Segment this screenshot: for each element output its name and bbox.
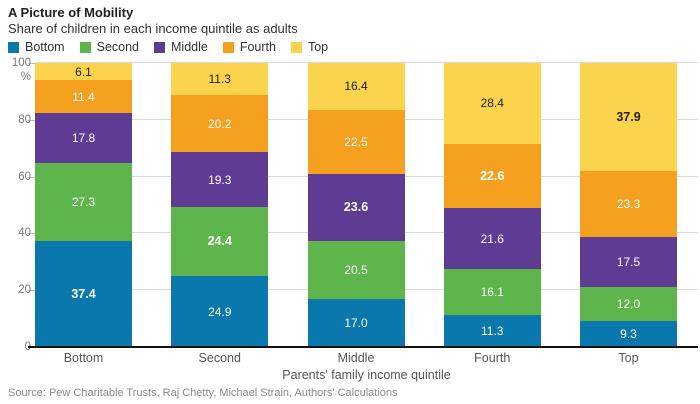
segment-value-label: 20.5 [344, 262, 368, 277]
bar-segment-fourth: 22.6 [443, 143, 541, 208]
bar-segment-second: 20.5 [307, 240, 405, 299]
segment-value-label: 20.2 [208, 116, 232, 131]
bar-segment-top: 11.3 [171, 62, 269, 95]
legend-swatch-top-icon [290, 41, 302, 53]
segment-value-label: 11.3 [208, 71, 231, 86]
segment-value-label: 23.3 [616, 196, 641, 211]
legend-item: Bottom [8, 40, 65, 54]
y-axis-tick [28, 233, 35, 235]
bar-segment-middle: 19.3 [171, 152, 269, 208]
bar-segment-fourth: 23.3 [580, 170, 677, 237]
legend-swatch-second-icon [79, 41, 91, 53]
bar-segment-second: 16.1 [443, 269, 541, 315]
bar-segment-top: 28.4 [443, 63, 541, 144]
y-axis-tick [28, 63, 35, 64]
segment-value-label: 12.0 [616, 296, 641, 311]
y-tick-label: 100 % [11, 57, 31, 83]
legend-swatch-bottom-icon [8, 41, 19, 53]
segment-value-label: 22.6 [480, 168, 505, 183]
y-axis-tick [28, 290, 35, 292]
bar-segment-bottom: 37.4 [35, 240, 132, 347]
bar-segment-top: 37.9 [580, 63, 677, 171]
legend-item: Top [290, 40, 329, 54]
bar-segment-bottom: 11.3 [443, 314, 541, 347]
bar-bottom: 37.4 27.3 17.8 11.4 6.1 [35, 63, 132, 347]
bar-segment-middle: 23.6 [307, 173, 405, 241]
bar-top: 9.3 12.0 17.5 23.3 37.9 [580, 63, 677, 347]
segment-value-label: 23.6 [343, 199, 369, 214]
bar-segment-middle: 21.6 [443, 207, 541, 270]
x-tick-label-middle: Middle [337, 351, 375, 365]
legend-item: Fourth [222, 40, 276, 54]
segment-value-label: 16.1 [480, 285, 504, 300]
bar-segment-top: 16.4 [307, 63, 405, 110]
y-axis-tick [28, 119, 35, 121]
bar-segment-fourth: 22.5 [307, 109, 405, 174]
segment-value-label: 9.3 [620, 326, 637, 341]
segment-value-label: 21.6 [480, 231, 504, 246]
segment-value-label: 16.4 [344, 79, 368, 94]
bar-segment-middle: 17.8 [35, 112, 132, 164]
bar-segment-middle: 17.5 [580, 236, 677, 287]
legend-label: Fourth [239, 40, 276, 54]
segment-value-label: 28.4 [480, 96, 504, 111]
bar-segment-second: 12.0 [580, 286, 677, 321]
segment-value-label: 11.4 [72, 89, 95, 104]
bar-segment-bottom: 9.3 [580, 320, 677, 347]
segment-value-label: 24.9 [208, 304, 232, 319]
y-tick-label: 80 [18, 113, 31, 126]
segment-value-label: 11.3 [481, 323, 504, 338]
x-axis-title: Parents' family income quintile [282, 368, 451, 382]
bar-segment-second: 24.4 [171, 207, 269, 277]
segment-value-label: 22.5 [344, 134, 368, 149]
segment-value-label: 27.3 [71, 195, 96, 210]
legend-label: Middle [171, 40, 208, 54]
bar-segment-bottom: 24.9 [171, 276, 269, 347]
legend: Bottom Second Middle Fourth Top [8, 40, 328, 54]
x-tick-label-second: Second [198, 351, 241, 365]
legend-swatch-fourth-icon [222, 41, 234, 53]
chart-subtitle: Share of children in each income quintil… [8, 21, 298, 36]
chart-title: A Picture of Mobility [8, 5, 134, 20]
gridline [35, 62, 698, 63]
segment-value-label: 17.5 [616, 254, 641, 269]
segment-value-label: 17.8 [71, 130, 96, 145]
x-tick-label-bottom: Bottom [63, 351, 104, 365]
legend-label: Second [96, 40, 140, 54]
x-axis-line [28, 346, 698, 348]
y-axis-tick [28, 176, 35, 178]
segment-value-label: 6.1 [75, 64, 92, 79]
y-tick-label: 40 [18, 227, 31, 240]
y-tick-label: 20 [18, 284, 31, 297]
x-tick-label-top: Top [618, 351, 639, 365]
legend-label: Top [307, 40, 329, 54]
x-tick-label-fourth: Fourth [474, 351, 511, 365]
bar-segment-fourth: 11.4 [35, 80, 132, 113]
bar-segment-second: 27.3 [35, 163, 132, 241]
bar-fourth: 11.3 16.1 21.6 22.6 28.4 [443, 63, 541, 347]
bar-second: 24.9 24.4 19.3 20.2 11.3 [171, 62, 269, 347]
legend-item: Middle [154, 40, 208, 54]
y-tick-label: 0 [0, 340, 31, 354]
segment-value-label: 37.4 [71, 286, 96, 301]
bar-segment-top: 6.1 [35, 63, 132, 81]
bar-middle: 17.0 20.5 23.6 22.5 16.4 [307, 63, 405, 347]
segment-value-label: 19.3 [208, 172, 232, 187]
plot-area: 37.4 27.3 17.8 11.4 6.1 24.9 24.4 19.3 20.2 11.3 1… [35, 62, 698, 347]
source-note: Source: Pew Charitable Trusts, Raj Chett… [8, 387, 398, 399]
segment-value-label: 37.9 [616, 109, 641, 124]
segment-value-label: 24.4 [207, 234, 232, 249]
segment-value-label: 17.0 [344, 315, 368, 330]
y-tick-label: 60 [18, 170, 31, 183]
legend-item: Second [79, 40, 140, 54]
bar-segment-fourth: 20.2 [171, 94, 269, 153]
legend-swatch-middle-icon [154, 41, 166, 53]
bar-segment-bottom: 17.0 [307, 298, 405, 347]
legend-label: Bottom [25, 40, 65, 54]
